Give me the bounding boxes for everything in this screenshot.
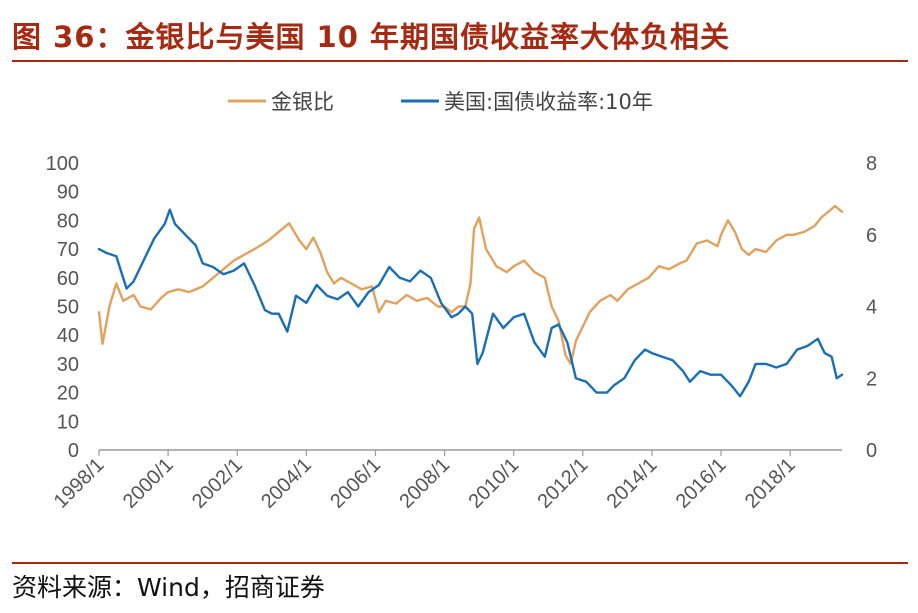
footer-rule <box>12 562 908 564</box>
y-right-tick-label: 6 <box>866 225 877 247</box>
y-right-tick-label: 0 <box>866 440 877 462</box>
y-left-tick-label: 30 <box>57 354 79 376</box>
x-tick-label: 2002/1 <box>188 454 247 513</box>
y-left-tick-label: 50 <box>57 297 79 319</box>
title-rule <box>12 60 908 62</box>
y-left-tick-label: 10 <box>57 411 79 433</box>
x-tick-label: 2010/1 <box>464 454 523 513</box>
x-tick-label: 2018/1 <box>741 454 800 513</box>
x-tick-label: 2000/1 <box>119 454 178 513</box>
source-note: 资料来源：Wind，招商证券 <box>12 573 325 602</box>
x-tick-label: 2004/1 <box>257 454 316 513</box>
y-left-tick-label: 40 <box>57 325 79 347</box>
y-left-tick-label: 90 <box>57 182 79 204</box>
y-left-tick-label: 60 <box>57 268 79 290</box>
x-tick-label: 2008/1 <box>395 454 454 513</box>
x-tick-label: 2014/1 <box>603 454 662 513</box>
y-left-tick-label: 0 <box>68 440 79 462</box>
series-line-1 <box>97 208 844 398</box>
y-right-tick-label: 8 <box>866 153 877 175</box>
y-left-tick-label: 80 <box>57 210 79 232</box>
y-left-tick-label: 70 <box>57 239 79 261</box>
line-chart: 1998/1 2000/1 2002/1 2004/1 2006/1 2008/1 2010… <box>46 90 878 513</box>
y-left-tick-label: 20 <box>57 383 79 405</box>
chart-title: 图 36：金银比与美国 10 年期国债收益率大体负相关 <box>12 20 731 54</box>
x-tick-label: 2006/1 <box>326 454 385 513</box>
y-left-tick-label: 100 <box>46 153 79 175</box>
x-tick-label: 2012/1 <box>534 454 593 513</box>
x-tick-label: 1998/1 <box>50 454 109 513</box>
legend-label-0: 金银比 <box>271 90 334 114</box>
y-right-tick-label: 2 <box>866 368 877 390</box>
legend-label-1: 美国:国债收益率:10年 <box>444 90 653 114</box>
x-tick-label: 2016/1 <box>672 454 731 513</box>
y-right-tick-label: 4 <box>866 297 877 319</box>
series-line-0 <box>97 204 844 366</box>
